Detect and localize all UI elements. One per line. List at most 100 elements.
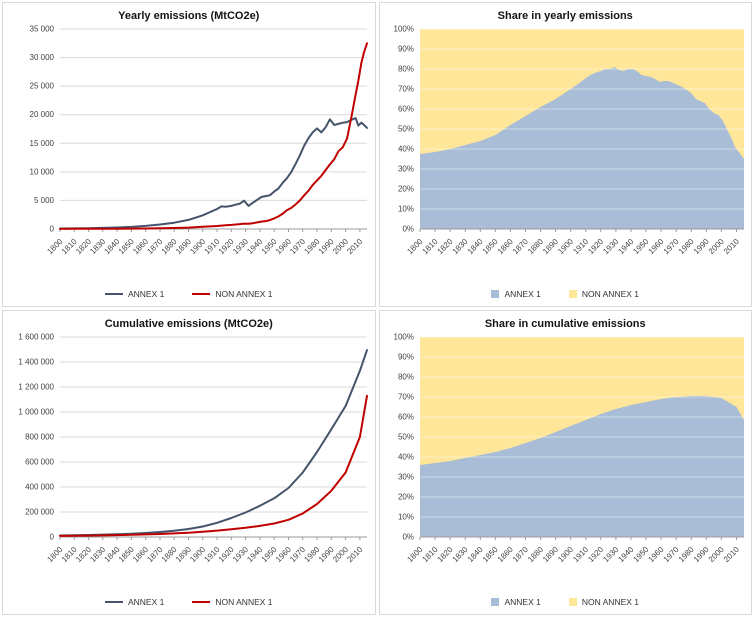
svg-text:1980: 1980 <box>677 545 696 564</box>
svg-text:400 000: 400 000 <box>25 483 54 492</box>
svg-text:1910: 1910 <box>571 237 590 256</box>
svg-text:40%: 40% <box>398 453 414 462</box>
legend-label-non-annex1: NON ANNEX 1 <box>581 289 640 299</box>
non-annex1-line-swatch-icon <box>192 601 211 603</box>
svg-text:60%: 60% <box>398 105 414 114</box>
svg-text:1890: 1890 <box>541 545 560 564</box>
svg-text:100%: 100% <box>393 333 413 342</box>
svg-text:10%: 10% <box>398 513 414 522</box>
annex1-line-swatch-icon <box>104 601 123 603</box>
svg-text:1950: 1950 <box>631 237 650 256</box>
svg-text:1970: 1970 <box>661 237 680 256</box>
svg-text:1870: 1870 <box>511 545 530 564</box>
svg-text:2000: 2000 <box>707 237 726 256</box>
svg-text:1960: 1960 <box>646 545 665 564</box>
panel-cumulative-emissions: Cumulative emissions (MtCO2e) 0 200 000 40… <box>2 310 376 615</box>
svg-text:0%: 0% <box>402 533 414 542</box>
legend-label-annex1: ANNEX 1 <box>127 597 165 607</box>
svg-text:1990: 1990 <box>692 545 711 564</box>
svg-text:1950: 1950 <box>631 545 650 564</box>
non-annex1-area-swatch-icon <box>568 598 577 606</box>
svg-text:20 000: 20 000 <box>30 110 55 119</box>
svg-text:1 000 000: 1 000 000 <box>19 408 55 417</box>
svg-text:1900: 1900 <box>556 545 575 564</box>
legend-share-cumulative: ANNEX 1 NON ANNEX 1 <box>491 597 639 607</box>
legend-item-non-annex1: NON ANNEX 1 <box>192 289 273 299</box>
svg-text:0%: 0% <box>402 225 414 234</box>
legend-item-annex1: ANNEX 1 <box>491 597 541 607</box>
legend-label-annex1: ANNEX 1 <box>504 289 541 299</box>
svg-text:2010: 2010 <box>346 237 365 256</box>
svg-text:15 000: 15 000 <box>30 139 55 148</box>
legend-item-non-annex1: NON ANNEX 1 <box>568 289 640 299</box>
annex1-area-swatch-icon <box>491 598 500 606</box>
svg-text:90%: 90% <box>398 45 414 54</box>
non-annex1-line-swatch-icon <box>192 293 211 295</box>
chart-title-yearly-emissions: Yearly emissions (MtCO2e) <box>118 10 260 22</box>
svg-text:1900: 1900 <box>556 237 575 256</box>
svg-text:10%: 10% <box>398 205 414 214</box>
svg-text:1880: 1880 <box>526 545 545 564</box>
svg-text:1800: 1800 <box>405 545 424 564</box>
chart-title-share-cumulative: Share in cumulative emissions <box>484 318 646 330</box>
svg-text:2010: 2010 <box>722 237 741 256</box>
svg-text:1920: 1920 <box>586 545 605 564</box>
yearly-emissions-line-chart: 0 5 000 10 000 15 000 20 000 25 000 30 000 35 0… <box>30 25 369 256</box>
svg-text:2010: 2010 <box>346 545 365 564</box>
legend-label-non-annex1: NON ANNEX 1 <box>215 289 273 299</box>
svg-text:1820: 1820 <box>435 545 454 564</box>
annex1-area-swatch-icon <box>491 290 500 298</box>
svg-text:1940: 1940 <box>616 545 635 564</box>
legend-cumulative-emissions: ANNEX 1 NON ANNEX 1 <box>104 597 273 607</box>
svg-text:1 200 000: 1 200 000 <box>19 383 55 392</box>
svg-text:80%: 80% <box>398 65 414 74</box>
svg-text:1970: 1970 <box>661 545 680 564</box>
legend-label-non-annex1: NON ANNEX 1 <box>581 597 640 607</box>
legend-share-yearly: ANNEX 1 NON ANNEX 1 <box>491 289 639 299</box>
svg-text:1810: 1810 <box>420 545 439 564</box>
svg-text:10 000: 10 000 <box>30 167 55 176</box>
svg-text:1930: 1930 <box>601 237 620 256</box>
svg-text:5 000: 5 000 <box>34 196 55 205</box>
share-cumulative-area-chart: 0% 10% 20% 30% 40% 50% 60% 70% 80% 90% 100% 1800181… <box>393 333 744 564</box>
svg-text:1860: 1860 <box>496 237 515 256</box>
svg-text:1820: 1820 <box>435 237 454 256</box>
svg-text:1 600 000: 1 600 000 <box>19 333 55 342</box>
svg-text:50%: 50% <box>398 125 414 134</box>
svg-text:30 000: 30 000 <box>30 53 55 62</box>
panel-yearly-emissions: Yearly emissions (MtCO2e) 0 5 000 10 000 15… <box>2 2 376 307</box>
svg-text:1830: 1830 <box>450 545 469 564</box>
svg-text:1910: 1910 <box>571 545 590 564</box>
svg-text:25 000: 25 000 <box>30 82 55 91</box>
svg-text:1850: 1850 <box>481 237 500 256</box>
svg-text:1870: 1870 <box>511 237 530 256</box>
svg-text:2000: 2000 <box>707 545 726 564</box>
non-annex1-area-swatch-icon <box>568 290 577 298</box>
svg-text:50%: 50% <box>398 433 414 442</box>
svg-text:600 000: 600 000 <box>25 458 54 467</box>
chart-title-share-yearly: Share in yearly emissions <box>497 10 633 22</box>
svg-text:35 000: 35 000 <box>30 25 55 34</box>
svg-text:0: 0 <box>50 533 55 542</box>
chart-title-cumulative-emissions: Cumulative emissions (MtCO2e) <box>104 318 273 330</box>
svg-text:1890: 1890 <box>541 237 560 256</box>
legend-label-annex1: ANNEX 1 <box>504 597 541 607</box>
legend-label-non-annex1: NON ANNEX 1 <box>215 597 273 607</box>
svg-text:1990: 1990 <box>692 237 711 256</box>
svg-text:20%: 20% <box>398 185 414 194</box>
svg-text:30%: 30% <box>398 473 414 482</box>
legend-label-annex1: ANNEX 1 <box>127 289 165 299</box>
svg-text:1840: 1840 <box>466 545 485 564</box>
svg-text:1960: 1960 <box>646 237 665 256</box>
svg-text:800 000: 800 000 <box>25 433 54 442</box>
svg-text:20%: 20% <box>398 493 414 502</box>
legend-item-annex1: ANNEX 1 <box>491 289 541 299</box>
legend-item-non-annex1: NON ANNEX 1 <box>192 597 273 607</box>
svg-text:1830: 1830 <box>450 237 469 256</box>
svg-text:1 400 000: 1 400 000 <box>19 358 55 367</box>
svg-text:60%: 60% <box>398 413 414 422</box>
svg-text:40%: 40% <box>398 145 414 154</box>
annex1-line-swatch-icon <box>104 293 123 295</box>
legend-item-annex1: ANNEX 1 <box>104 289 165 299</box>
